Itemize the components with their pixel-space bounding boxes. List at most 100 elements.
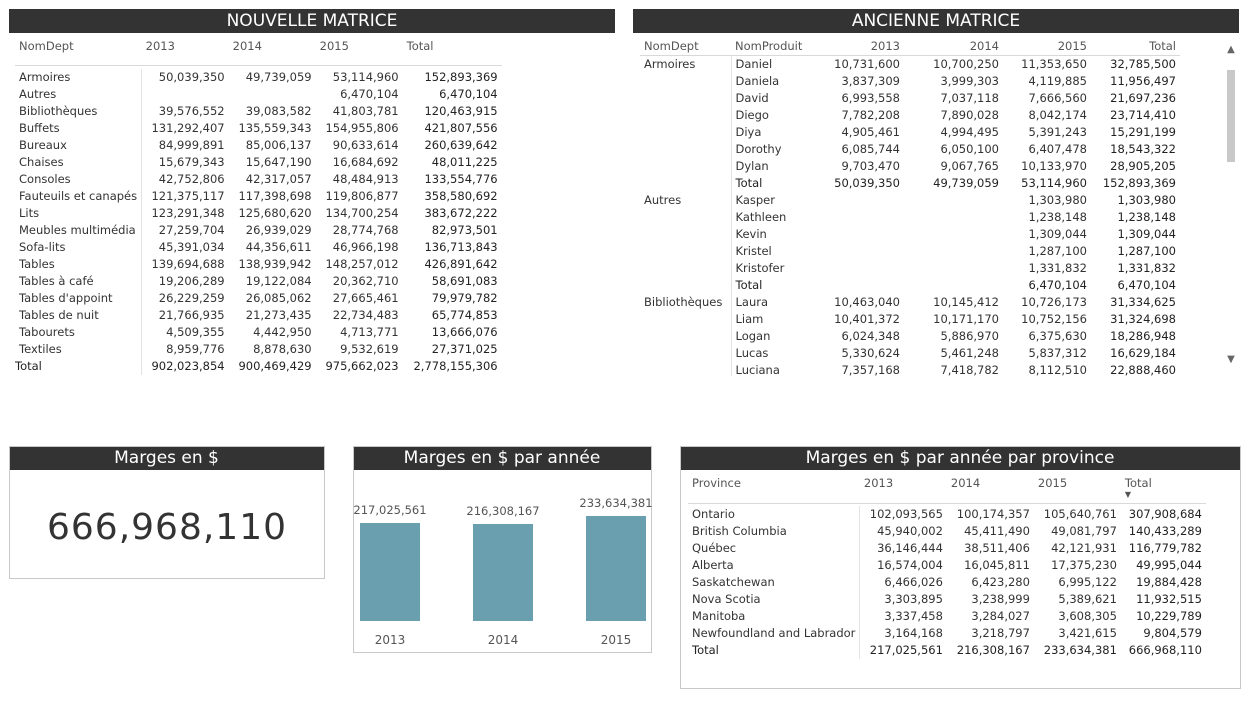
province-row[interactable]: Newfoundland and Labrador 3,164,168 3,218,… (688, 624, 1206, 642)
bar-2013[interactable] (360, 523, 420, 621)
bar-2015[interactable] (586, 516, 646, 621)
province-value-cell: 3,303,895 (859, 590, 947, 608)
ancienne-row[interactable]: Logan 6,024,348 5,886,970 6,375,630 18,286,9… (640, 328, 1180, 345)
bar-2014[interactable] (473, 524, 533, 621)
ancienne-row[interactable]: Kristofer 1,331,832 1,331,832 (640, 260, 1180, 277)
scroll-up-icon[interactable]: ▲ (1227, 44, 1235, 55)
ancienne-row[interactable]: Kevin 1,309,044 1,309,044 (640, 226, 1180, 243)
nouvelle-header-0[interactable]: NomDept (19, 39, 74, 53)
ancienne-header-5[interactable]: Total (1149, 39, 1176, 53)
ancienne-header-3[interactable]: 2014 (969, 39, 999, 53)
province-value-cell: 5,389,621 (1058, 591, 1117, 606)
ancienne-value-cell: 10,463,040 (834, 295, 900, 309)
nouvelle-row[interactable]: Tabourets 4,509,355 4,442,950 4,713,771 13,6… (15, 323, 502, 341)
nouvelle-value-cell: 383,672,222 (424, 205, 498, 220)
nouvelle-value-cell: 13,666,076 (431, 324, 498, 339)
ancienne-header-4[interactable]: 2015 (1057, 39, 1087, 53)
province-row[interactable]: Saskatchewan 6,466,026 6,423,280 6,995,122 1… (688, 573, 1206, 591)
ancienne-subtotal-row[interactable]: Total 50,039,350 49,739,059 53,114,960 152,8… (640, 175, 1180, 192)
sort-desc-icon[interactable]: ▼ (1124, 490, 1132, 499)
nouvelle-value-cell: 58,691,083 (431, 273, 498, 288)
ancienne-value-cell (823, 192, 904, 209)
province-header-0[interactable]: Province (692, 476, 741, 490)
nouvelle-row[interactable]: Chaises 15,679,343 15,647,190 16,684,692 48,… (15, 153, 502, 171)
ancienne-header-2[interactable]: 2013 (870, 39, 900, 53)
ancienne-row[interactable]: Kathleen 1,238,148 1,238,148 (640, 209, 1180, 226)
nouvelle-row[interactable]: Lits 123,291,348 125,680,620 134,700,254 383… (15, 204, 502, 222)
nouvelle-row[interactable]: Tables 139,694,688 138,939,942 148,257,012 4… (15, 255, 502, 273)
ancienne-dept-cell (640, 73, 731, 90)
nouvelle-row[interactable]: Meubles multimédia 27,259,704 26,939,029 28… (15, 221, 502, 239)
province-header-4[interactable]: Total ▼ (1121, 475, 1206, 503)
province-row[interactable]: Nova Scotia 3,303,895 3,238,999 5,389,621 11… (688, 590, 1206, 608)
province-value-cell: 38,511,406 (964, 540, 1030, 555)
nouvelle-row[interactable]: Consoles 42,752,806 42,317,057 48,484,913 13… (15, 170, 502, 188)
ancienne-row[interactable]: Liam 10,401,372 10,171,170 10,752,156 31,324… (640, 311, 1180, 328)
ancienne-matrice-table[interactable]: NomDept NomProduit 2013 2014 2015 Total Armoi… (640, 38, 1222, 376)
ancienne-scrollbar[interactable]: ▲ ▼ (1226, 42, 1236, 372)
nouvelle-dept-cell: Tables (19, 256, 55, 271)
ancienne-row[interactable]: Lucas 5,330,624 5,461,248 5,837,312 16,629,1… (640, 345, 1180, 362)
ancienne-row[interactable]: Dorothy 6,085,744 6,050,100 6,407,478 18,543… (640, 141, 1180, 158)
nouvelle-row[interactable]: Textiles 8,959,776 8,878,630 9,532,619 27,37… (15, 340, 502, 358)
ancienne-row[interactable]: Daniela 3,837,309 3,999,303 4,119,885 11,956… (640, 73, 1180, 90)
nouvelle-value-cell: 4,442,950 (253, 324, 312, 339)
nouvelle-header-1[interactable]: 2013 (145, 39, 175, 53)
province-name-cell: Manitoba (692, 608, 746, 623)
nouvelle-row[interactable]: Tables à café 19,206,289 19,122,084 20,362,… (15, 272, 502, 290)
province-row[interactable]: Manitoba 3,337,458 3,284,027 3,608,305 10,22… (688, 607, 1206, 625)
ancienne-row[interactable]: Kristel 1,287,100 1,287,100 (640, 243, 1180, 260)
nouvelle-row[interactable]: Tables d'appoint 26,229,259 26,085,062 27,6… (15, 289, 502, 307)
province-row[interactable]: Alberta 16,574,004 16,045,811 17,375,230 49,… (688, 556, 1206, 574)
nouvelle-row[interactable]: Autres 6,470,104 6,470,104 (15, 85, 502, 103)
ancienne-row[interactable]: Dylan 9,703,470 9,067,765 10,133,970 28,905,… (640, 158, 1180, 175)
province-row[interactable]: British Columbia 45,940,002 45,411,490 49,0… (688, 522, 1206, 540)
scroll-thumb[interactable] (1227, 70, 1235, 162)
nouvelle-value-cell: 27,371,025 (431, 341, 498, 356)
nouvelle-row[interactable]: Bureaux 84,999,891 85,006,137 90,633,614 260… (15, 136, 502, 154)
bar-value-label: 233,634,381 (579, 496, 653, 510)
ancienne-value-cell: 6,470,104 (1028, 278, 1087, 292)
province-value-cell: 45,411,490 (964, 523, 1030, 538)
ancienne-value-cell (823, 243, 904, 260)
ancienne-row[interactable]: Diego 7,782,208 7,890,028 8,042,174 23,714,4… (640, 107, 1180, 124)
ancienne-value-cell: 50,039,350 (834, 176, 900, 190)
nouvelle-value-cell: 134,700,254 (325, 205, 399, 220)
ancienne-value-cell (904, 226, 1003, 243)
province-total-row: Total 217,025,561 216,308,167 233,634,381 66… (688, 641, 1206, 659)
province-row[interactable]: Québec 36,146,444 38,511,406 42,121,931 116,… (688, 539, 1206, 557)
ancienne-row[interactable]: Luciana 7,357,168 7,418,782 8,112,510 22,888… (640, 362, 1180, 376)
province-header-1[interactable]: 2013 (863, 476, 894, 490)
scroll-down-icon[interactable]: ▼ (1227, 354, 1235, 365)
nouvelle-row[interactable]: Armoires 50,039,350 49,739,059 53,114,960 15… (15, 68, 502, 86)
ancienne-value-cell: 6,085,744 (841, 142, 900, 156)
nouvelle-row[interactable]: Bibliothèques 39,576,552 39,083,582 41,803,… (15, 102, 502, 120)
nouvelle-row[interactable]: Buffets 131,292,407 135,559,343 154,955,806… (15, 119, 502, 137)
nouvelle-row[interactable]: Tables de nuit 21,766,935 21,273,435 22,734… (15, 306, 502, 324)
nouvelle-dept-cell: Consoles (19, 171, 71, 186)
ancienne-value-cell: 7,357,168 (841, 363, 900, 376)
ancienne-row[interactable]: Bibliothèques Laura 10,463,040 10,145,412 10… (640, 294, 1180, 311)
province-row[interactable]: Ontario 102,093,565 100,174,357 105,640,761… (688, 505, 1206, 523)
province-header-2[interactable]: 2014 (950, 476, 981, 490)
nouvelle-header-3[interactable]: 2015 (319, 39, 349, 53)
ancienne-row[interactable]: Armoires Daniel 10,731,600 10,700,250 11,353… (640, 55, 1180, 73)
ancienne-header-0[interactable]: NomDept (644, 39, 699, 53)
ancienne-row[interactable]: David 6,993,558 7,037,118 7,666,560 21,697,2… (640, 90, 1180, 107)
ancienne-header-1[interactable]: NomProduit (735, 39, 803, 53)
nouvelle-value-cell: 26,939,029 (245, 222, 312, 237)
nouvelle-row[interactable]: Sofa-lits 45,391,034 44,356,611 46,966,198 1… (15, 238, 502, 256)
province-header-3[interactable]: 2015 (1037, 476, 1068, 490)
nouvelle-dept-cell: Tables de nuit (19, 307, 99, 322)
ancienne-subtotal-row[interactable]: Total 6,470,104 6,470,104 (640, 277, 1180, 294)
ancienne-row[interactable]: Autres Kasper 1,303,980 1,303,980 (640, 192, 1180, 209)
ancienne-product-cell: Dorothy (730, 141, 823, 158)
ancienne-row[interactable]: Diya 4,905,461 4,994,495 5,391,243 15,291,19… (640, 124, 1180, 141)
nouvelle-dept-cell: Tables à café (19, 273, 94, 288)
nouvelle-row[interactable]: Fauteuils et canapés 121,375,117 117,398,6… (15, 187, 502, 205)
ancienne-product-cell: Diego (730, 107, 823, 124)
ancienne-dept-cell (640, 311, 731, 328)
province-value-cell: 3,337,458 (859, 607, 947, 625)
nouvelle-header-2[interactable]: 2014 (232, 39, 262, 53)
nouvelle-header-4[interactable]: Total (406, 39, 434, 53)
